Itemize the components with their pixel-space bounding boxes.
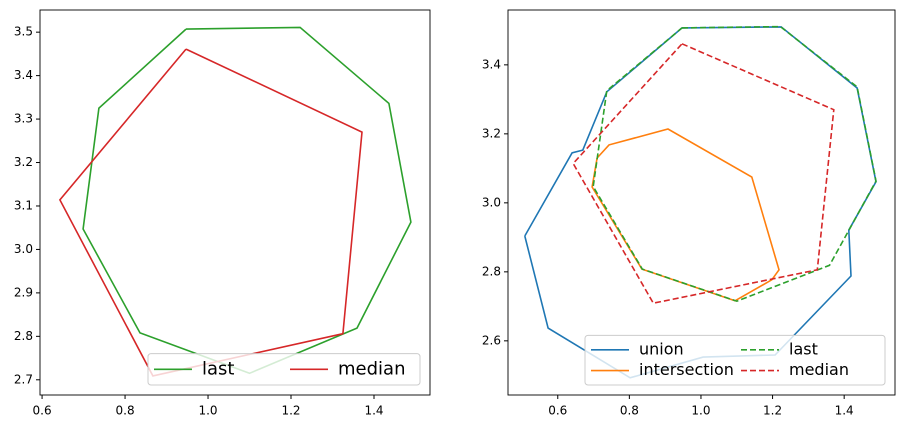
plot-frame: [507, 9, 896, 396]
legend-box: [584, 334, 886, 386]
x-tick-label: 0.8: [116, 404, 135, 418]
legend-label: last: [202, 358, 234, 379]
legend: last median: [147, 353, 421, 386]
y-tick-label: 3.4: [14, 68, 33, 82]
x-tick-label: 0.6: [33, 404, 52, 418]
x-tick-label: 1.4: [835, 404, 854, 418]
x-tick-label: 1.2: [763, 404, 782, 418]
y-tick-label: 3.1: [14, 198, 33, 212]
legend-box: [147, 353, 421, 386]
series-line: [524, 26, 877, 379]
y-tick-label: 3.2: [482, 126, 501, 140]
y-tick-label: 3.5: [14, 25, 33, 39]
legend: union intersection last median: [584, 334, 886, 386]
legend-label: intersection: [639, 360, 734, 379]
x-tick-label: 1.2: [281, 404, 300, 418]
y-tick-label: 2.7: [14, 372, 33, 386]
series-line: [591, 128, 780, 302]
x-tick-label: 1.0: [198, 404, 217, 418]
x-tick-label: 0.6: [548, 404, 567, 418]
y-tick-label: 2.8: [14, 329, 33, 343]
legend-label: median: [789, 360, 849, 379]
y-tick-label: 2.6: [482, 333, 501, 347]
legend-label: last: [789, 339, 818, 358]
y-tick-label: 3.2: [14, 155, 33, 169]
y-tick-label: 3.3: [14, 112, 33, 126]
series-line: [82, 26, 412, 375]
legend-label: union: [639, 339, 684, 358]
series-line: [572, 43, 835, 305]
plot-frame: [39, 9, 431, 396]
x-tick-label: 0.8: [620, 404, 639, 418]
y-tick-label: 3.0: [14, 242, 33, 256]
y-tick-label: 2.8: [482, 264, 501, 278]
x-tick-label: 1.0: [691, 404, 710, 418]
y-tick-label: 3.0: [482, 195, 501, 209]
y-tick-label: 3.4: [482, 57, 501, 71]
series-line: [592, 25, 877, 303]
legend-label: median: [338, 358, 405, 379]
series-line: [58, 48, 363, 377]
y-tick-label: 2.9: [14, 285, 33, 299]
x-tick-label: 1.4: [364, 404, 383, 418]
